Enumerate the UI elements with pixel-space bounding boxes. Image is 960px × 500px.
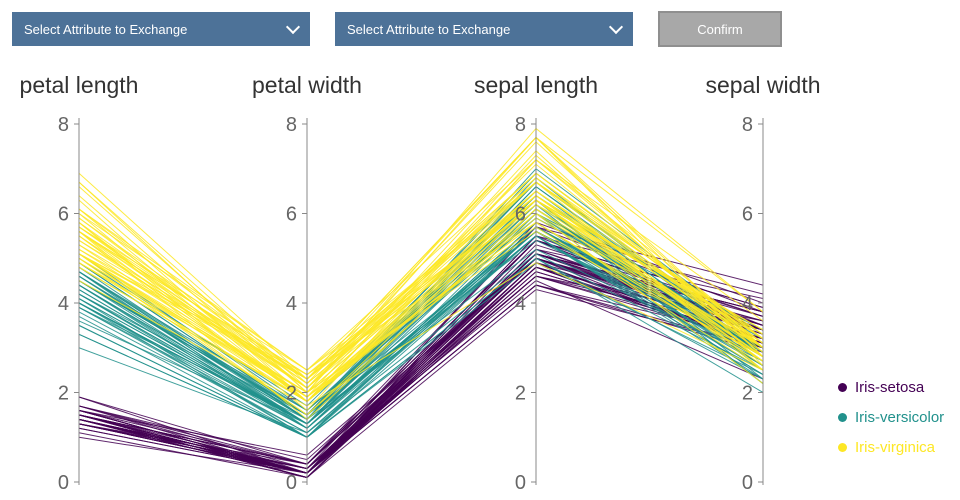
svg-text:4: 4	[742, 293, 753, 315]
svg-text:6: 6	[742, 204, 753, 226]
svg-text:8: 8	[58, 114, 69, 136]
svg-text:8: 8	[742, 114, 753, 136]
svg-text:6: 6	[286, 204, 297, 226]
legend-item-setosa: Iris-setosa	[838, 372, 944, 402]
svg-text:6: 6	[515, 204, 526, 226]
svg-text:2: 2	[515, 383, 526, 405]
svg-text:8: 8	[286, 114, 297, 136]
attribute-select-left-value: Select Attribute to Exchange	[24, 21, 188, 37]
svg-text:2: 2	[58, 383, 69, 405]
svg-text:0: 0	[515, 472, 526, 494]
confirm-button[interactable]: Confirm	[658, 11, 782, 47]
legend-dot-versicolor	[838, 412, 847, 422]
legend: Iris-setosa Iris-versicolor Iris-virgini…	[838, 372, 944, 462]
attribute-select-right-value: Select Attribute to Exchange	[347, 21, 511, 37]
svg-text:0: 0	[742, 472, 753, 494]
svg-text:0: 0	[286, 472, 297, 494]
attribute-select-left[interactable]: Select Attribute to Exchange	[12, 12, 310, 46]
svg-text:6: 6	[58, 204, 69, 226]
svg-text:8: 8	[515, 114, 526, 136]
legend-dot-setosa	[838, 382, 847, 392]
legend-label-virginica: Iris-virginica	[855, 438, 936, 456]
chevron-down-icon	[608, 19, 624, 35]
axis-title-sepal-width: sepal width	[705, 72, 821, 98]
svg-text:4: 4	[515, 293, 526, 315]
axis-title-petal-length: petal length	[19, 72, 139, 98]
svg-text:4: 4	[286, 293, 297, 315]
svg-text:4: 4	[58, 293, 69, 315]
svg-text:2: 2	[742, 383, 753, 405]
legend-label-versicolor: Iris-versicolor	[855, 408, 945, 426]
legend-item-virginica: Iris-virginica	[838, 432, 944, 462]
attribute-select-right[interactable]: Select Attribute to Exchange	[335, 12, 633, 46]
chevron-down-icon	[285, 19, 301, 35]
svg-text:2: 2	[286, 383, 297, 405]
axis-title-petal-width: petal width	[252, 72, 362, 98]
legend-label-setosa: Iris-setosa	[855, 378, 925, 396]
legend-dot-virginica	[838, 442, 847, 452]
legend-item-versicolor: Iris-versicolor	[838, 402, 944, 432]
axis-title-sepal-length: sepal length	[473, 72, 599, 98]
svg-text:0: 0	[58, 472, 69, 494]
